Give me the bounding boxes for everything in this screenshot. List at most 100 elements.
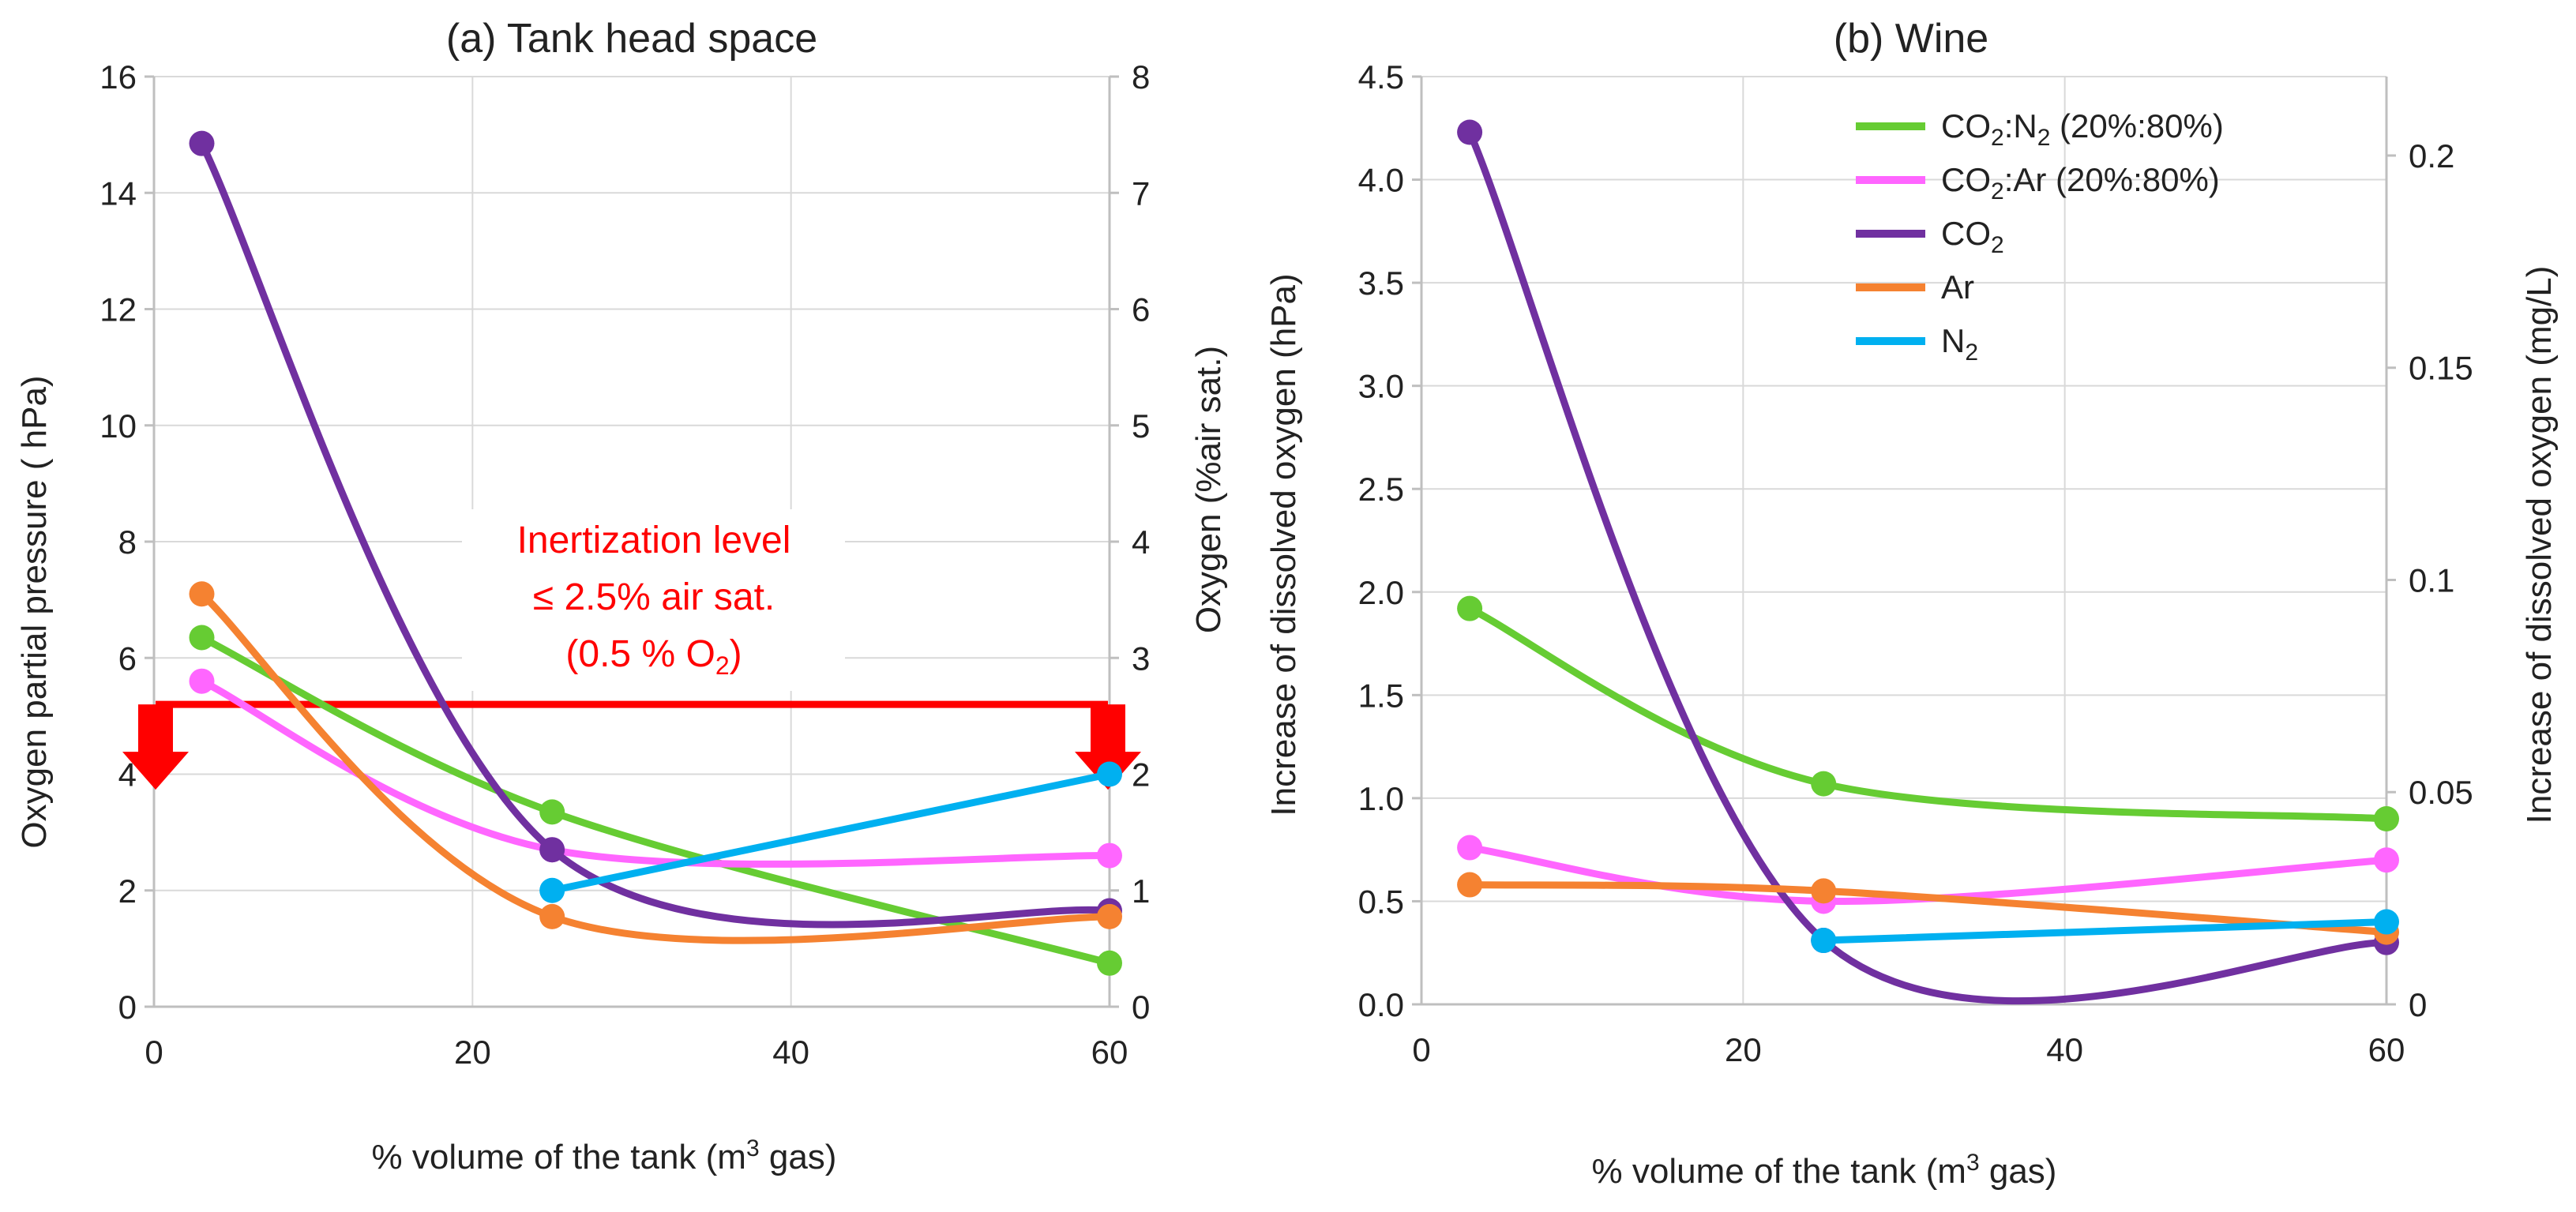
y2-tick-label: 0.2	[2409, 137, 2454, 174]
series-b	[1457, 119, 2399, 1005]
annotation-line-3: (0.5 % O2)	[565, 633, 742, 680]
series-line	[198, 677, 1113, 868]
data-point	[1097, 761, 1122, 787]
data-point	[189, 130, 215, 156]
x-tick-label: 40	[2046, 1031, 2083, 1068]
y-tick-label: 1.5	[1358, 677, 1404, 714]
series-line	[1466, 881, 2390, 936]
y2-tick-label: 2	[1132, 756, 1150, 794]
data-point	[539, 799, 565, 825]
inertization-annotation: Inertization level ≤ 2.5% air sat. (0.5 …	[462, 509, 845, 691]
y-tick-label: 2.5	[1358, 471, 1404, 508]
legend-entry: Ar	[1941, 268, 1974, 306]
data-point	[1457, 595, 1483, 621]
y2-tick-label: 8	[1132, 58, 1150, 96]
data-point	[539, 877, 565, 903]
data-point	[1097, 903, 1122, 929]
y-tick-label: 16	[100, 58, 137, 96]
y-axis-label-a: Oxygen partial pressure ( hPa)	[15, 375, 54, 848]
series-line	[1466, 129, 2390, 1005]
y-tick-label: 2.0	[1358, 574, 1404, 611]
y2-tick-label: 0	[2409, 986, 2427, 1023]
y2-tick-label: 7	[1132, 174, 1150, 212]
legend: CO2:N2 (20%:80%) CO2:Ar (20%:80%) CO2 Ar N2	[1856, 107, 2224, 366]
series-line	[1466, 844, 2390, 906]
data-point	[1457, 119, 1483, 145]
panel-b: 0 20 40 60 0.0 0.5 1.0 1.5 2.0 2.5 3.0 3.5 4.0 4.5 0 0.…	[1264, 16, 2559, 1191]
series-line	[1466, 605, 2390, 823]
series-line	[1819, 918, 2390, 944]
x-tick-label: 0	[1412, 1031, 1430, 1068]
y-tick-label: 10	[100, 407, 137, 445]
x-tick-label: 60	[1091, 1034, 1128, 1071]
y2-tick-label: 5	[1132, 407, 1150, 445]
data-point	[2374, 847, 2399, 873]
annotation-background	[462, 509, 845, 691]
x-tick-label: 40	[772, 1034, 809, 1071]
series-a	[189, 130, 1122, 976]
data-point	[539, 837, 565, 863]
y2-tick-label: 0	[1132, 989, 1150, 1026]
chart-title-a: (a) Tank head space	[446, 16, 817, 62]
chart-title-b: (b) Wine	[1834, 16, 1988, 62]
y2-tick-label: 1	[1132, 872, 1150, 910]
threshold-arrow-left-head	[122, 752, 189, 790]
legend-entry: CO2	[1941, 215, 2004, 258]
data-point	[1811, 878, 1837, 904]
annotation-line-2: ≤ 2.5% air sat.	[533, 576, 775, 618]
series-line	[198, 140, 1113, 929]
annotation-line-1: Inertization level	[517, 520, 791, 561]
data-point	[1457, 872, 1483, 898]
data-point	[189, 625, 215, 651]
series-line	[548, 771, 1113, 895]
y-axis-label-b: Increase of dissolved oxygen (hPa)	[1264, 273, 1303, 816]
y2-axis-label-b: Increase of dissolved oxygen (mg/L)	[2520, 266, 2559, 824]
y-tick-label: 0.5	[1358, 883, 1404, 920]
data-point	[1811, 928, 1837, 954]
threshold-a	[122, 700, 1141, 790]
data-point	[2374, 909, 2399, 935]
y-tick-label: 4	[118, 756, 137, 794]
data-point	[1097, 950, 1122, 976]
ticks-b: 0 20 40 60 0.0 0.5 1.0 1.5 2.0 2.5 3.0 3.5 4.0 4.5 0 0.…	[1358, 58, 2473, 1068]
x-tick-label: 20	[454, 1034, 491, 1071]
y2-tick-label: 0.1	[2409, 561, 2454, 598]
data-point	[539, 903, 565, 929]
x-axis-label-b: % volume of the tank (m3 gas)	[1592, 1150, 2057, 1191]
x-axis-label-a: % volume of the tank (m3 gas)	[372, 1135, 837, 1176]
y-tick-label: 4.5	[1358, 58, 1404, 96]
legend-entry: N2	[1941, 322, 1978, 366]
legend-entry: CO2:N2 (20%:80%)	[1941, 107, 2224, 151]
threshold-arrow-left-shaft	[138, 704, 173, 754]
y2-tick-label: 0.05	[2409, 774, 2473, 811]
x-tick-label: 20	[1725, 1031, 1762, 1068]
x-tick-label: 0	[145, 1034, 163, 1071]
y-tick-label: 3.5	[1358, 265, 1404, 302]
y-tick-label: 2	[118, 872, 137, 910]
y-tick-label: 12	[100, 291, 137, 328]
y2-axis-label-a: Oxygen (%air sat.)	[1189, 346, 1228, 633]
data-point	[1097, 842, 1122, 869]
legend-entry: CO2:Ar (20%:80%)	[1941, 161, 2220, 205]
y2-tick-label: 0.15	[2409, 350, 2473, 387]
data-point	[189, 668, 215, 694]
y-tick-label: 1.0	[1358, 780, 1404, 817]
data-point	[1811, 771, 1837, 797]
series-line	[198, 633, 1113, 967]
y2-tick-label: 6	[1132, 291, 1150, 328]
data-point	[2374, 806, 2399, 831]
y2-tick-label: 3	[1132, 640, 1150, 677]
y-tick-label: 4.0	[1358, 162, 1404, 199]
threshold-arrow-right-shaft	[1091, 704, 1125, 754]
y-tick-label: 14	[100, 174, 137, 212]
y-tick-label: 3.0	[1358, 368, 1404, 405]
x-tick-label: 60	[2368, 1031, 2405, 1068]
y-tick-label: 0	[118, 989, 137, 1026]
data-point	[189, 581, 215, 607]
data-point	[1457, 835, 1483, 861]
y-tick-label: 6	[118, 640, 137, 677]
y2-tick-label: 4	[1132, 523, 1150, 561]
